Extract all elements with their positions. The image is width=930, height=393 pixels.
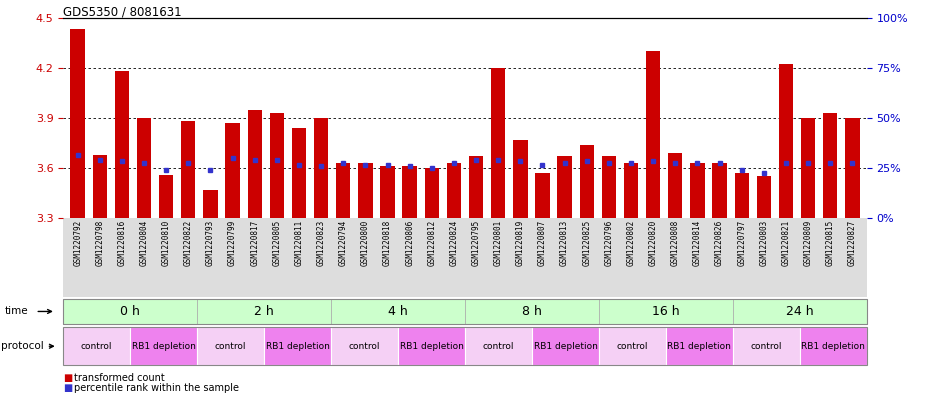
Text: RB1 depletion: RB1 depletion: [802, 342, 865, 351]
Text: transformed count: transformed count: [74, 373, 166, 383]
Text: control: control: [81, 342, 113, 351]
Text: ■: ■: [63, 383, 73, 393]
Text: 16 h: 16 h: [652, 305, 680, 318]
Bar: [668, 153, 683, 218]
Text: control: control: [483, 342, 514, 351]
Bar: [602, 156, 616, 218]
Text: 2 h: 2 h: [254, 305, 274, 318]
Text: protocol: protocol: [1, 341, 44, 351]
Bar: [778, 64, 793, 218]
Text: GDS5350 / 8081631: GDS5350 / 8081631: [63, 6, 182, 19]
Text: RB1 depletion: RB1 depletion: [400, 342, 463, 351]
Bar: [225, 123, 240, 218]
Bar: [469, 156, 484, 218]
Text: percentile rank within the sample: percentile rank within the sample: [74, 383, 239, 393]
Bar: [403, 166, 417, 218]
Text: 4 h: 4 h: [388, 305, 408, 318]
Bar: [446, 163, 461, 218]
Text: RB1 depletion: RB1 depletion: [132, 342, 195, 351]
Bar: [159, 174, 173, 218]
Bar: [314, 118, 328, 218]
Bar: [181, 121, 195, 218]
Bar: [712, 163, 726, 218]
Bar: [380, 166, 394, 218]
Bar: [513, 140, 527, 218]
Bar: [204, 190, 218, 218]
Text: RB1 depletion: RB1 depletion: [668, 342, 731, 351]
Text: ■: ■: [63, 373, 73, 383]
Bar: [624, 163, 638, 218]
Bar: [137, 118, 152, 218]
Text: 8 h: 8 h: [522, 305, 542, 318]
Bar: [247, 110, 262, 218]
Text: 0 h: 0 h: [120, 305, 140, 318]
Bar: [557, 156, 572, 218]
Bar: [270, 113, 284, 218]
Text: RB1 depletion: RB1 depletion: [266, 342, 329, 351]
Bar: [536, 173, 550, 218]
Bar: [71, 29, 85, 218]
Bar: [425, 168, 439, 218]
Bar: [735, 173, 749, 218]
Text: time: time: [5, 307, 28, 316]
Bar: [757, 176, 771, 218]
Bar: [690, 163, 705, 218]
Bar: [336, 163, 351, 218]
Bar: [292, 128, 306, 218]
Bar: [491, 68, 505, 218]
Text: control: control: [215, 342, 246, 351]
Bar: [845, 118, 859, 218]
Bar: [823, 113, 837, 218]
Text: control: control: [617, 342, 648, 351]
Bar: [358, 163, 373, 218]
Text: 24 h: 24 h: [786, 305, 814, 318]
Text: control: control: [751, 342, 782, 351]
Bar: [114, 71, 129, 218]
Text: control: control: [349, 342, 380, 351]
Bar: [579, 145, 594, 218]
Bar: [801, 118, 816, 218]
Bar: [93, 154, 107, 218]
Text: RB1 depletion: RB1 depletion: [534, 342, 597, 351]
Bar: [646, 51, 660, 218]
